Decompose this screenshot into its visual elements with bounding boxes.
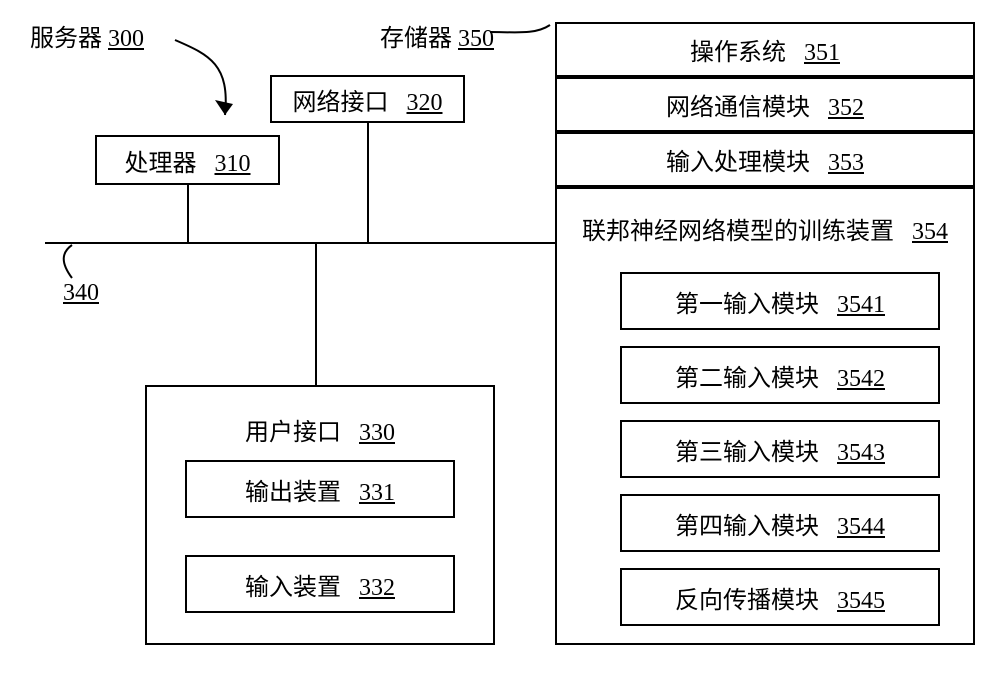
- conn-bus-userif: [315, 242, 317, 385]
- box-input-dev-num: 332: [359, 575, 395, 601]
- box-output-dev-num: 331: [359, 480, 395, 506]
- box-in-proc-num: 353: [828, 150, 864, 176]
- label-bus-num-text: 340: [63, 280, 99, 306]
- box-output-dev: 输出装置 331: [185, 460, 455, 518]
- box-os-num: 351: [804, 40, 840, 66]
- arrow-server-head: [215, 100, 233, 115]
- box-net-comm: 网络通信模块 352: [555, 77, 975, 132]
- conn-processor-bus: [187, 185, 189, 242]
- box-m3-text: 第三输入模块: [675, 440, 819, 466]
- box-input-dev-text: 输入装置: [245, 575, 341, 601]
- box-net-if: 网络接口 320: [270, 75, 465, 123]
- box-bp-num: 3545: [837, 588, 885, 614]
- box-fed-train-text: 联邦神经网络模型的训练装置: [582, 219, 894, 245]
- arrow-server-path: [175, 40, 226, 115]
- label-server-text: 服务器: [30, 26, 102, 52]
- box-os: 操作系统 351: [555, 22, 975, 77]
- label-storage-num: 350: [458, 26, 494, 52]
- box-os-text: 操作系统: [690, 40, 786, 66]
- box-output-dev-text: 输出装置: [245, 480, 341, 506]
- box-m2: 第二输入模块 3542: [620, 346, 940, 404]
- label-server-num: 300: [108, 26, 144, 52]
- box-m4: 第四输入模块 3544: [620, 494, 940, 552]
- box-net-comm-num: 352: [828, 95, 864, 121]
- box-user-if-text: 用户接口: [245, 420, 341, 446]
- diagram-canvas: 服务器 300 存储器 350 340 处理器 310 网络接口 320 用户接…: [0, 0, 1000, 680]
- label-bus-num: 340: [63, 280, 99, 307]
- box-m2-text: 第二输入模块: [675, 366, 819, 392]
- box-in-proc: 输入处理模块 353: [555, 132, 975, 187]
- label-storage-text: 存储器: [380, 26, 452, 52]
- label-server: 服务器 300: [30, 18, 144, 53]
- box-processor-num: 310: [215, 151, 251, 177]
- box-net-comm-text: 网络通信模块: [666, 95, 810, 121]
- box-m2-num: 3542: [837, 366, 885, 392]
- box-in-proc-text: 输入处理模块: [666, 150, 810, 176]
- box-m1-num: 3541: [837, 292, 885, 318]
- box-m3: 第三输入模块 3543: [620, 420, 940, 478]
- box-input-dev: 输入装置 332: [185, 555, 455, 613]
- conn-netif-bus: [367, 123, 369, 242]
- box-processor: 处理器 310: [95, 135, 280, 185]
- box-m3-num: 3543: [837, 440, 885, 466]
- box-m1-text: 第一输入模块: [675, 292, 819, 318]
- box-net-if-num: 320: [407, 90, 443, 116]
- box-m1: 第一输入模块 3541: [620, 272, 940, 330]
- box-bp: 反向传播模块 3545: [620, 568, 940, 626]
- box-user-if-num: 330: [359, 420, 395, 446]
- leader-bus: [64, 245, 72, 278]
- bus-line: [45, 242, 555, 244]
- label-storage: 存储器 350: [380, 18, 494, 53]
- box-processor-text: 处理器: [125, 151, 197, 177]
- box-fed-train-num: 354: [912, 219, 948, 245]
- box-m4-text: 第四输入模块: [675, 514, 819, 540]
- box-bp-text: 反向传播模块: [675, 588, 819, 614]
- box-m4-num: 3544: [837, 514, 885, 540]
- box-net-if-text: 网络接口: [293, 90, 389, 116]
- leader-storage: [490, 25, 550, 32]
